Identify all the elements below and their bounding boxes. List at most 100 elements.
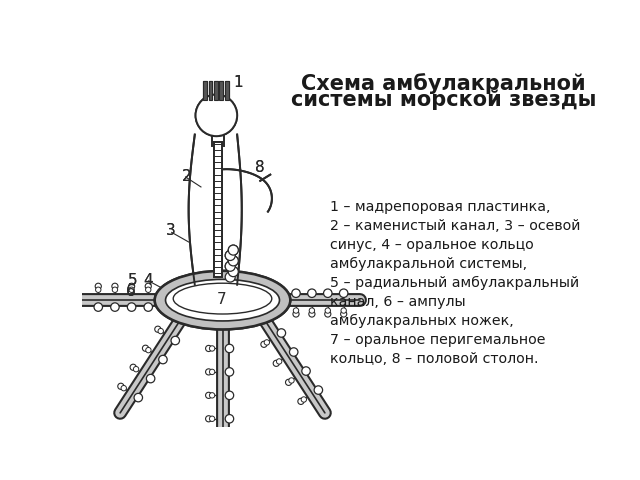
Bar bbox=[220, 81, 223, 100]
Ellipse shape bbox=[155, 271, 291, 329]
Circle shape bbox=[225, 272, 236, 282]
Circle shape bbox=[209, 346, 215, 351]
Ellipse shape bbox=[173, 283, 272, 314]
Circle shape bbox=[130, 364, 136, 371]
Circle shape bbox=[285, 379, 292, 385]
Circle shape bbox=[340, 311, 347, 317]
Circle shape bbox=[277, 329, 285, 337]
Ellipse shape bbox=[155, 271, 291, 329]
Circle shape bbox=[118, 383, 124, 389]
Circle shape bbox=[302, 367, 310, 375]
Text: 7: 7 bbox=[216, 292, 226, 307]
Circle shape bbox=[339, 289, 348, 298]
Circle shape bbox=[324, 311, 331, 317]
Text: 5: 5 bbox=[128, 273, 138, 288]
Circle shape bbox=[143, 345, 148, 351]
Bar bbox=[214, 142, 222, 277]
Circle shape bbox=[228, 267, 238, 276]
Circle shape bbox=[129, 287, 134, 292]
Circle shape bbox=[228, 256, 238, 266]
Ellipse shape bbox=[173, 283, 272, 314]
Bar bbox=[214, 81, 218, 100]
Bar bbox=[220, 81, 223, 100]
Text: 6: 6 bbox=[125, 284, 135, 300]
Circle shape bbox=[264, 340, 269, 345]
Circle shape bbox=[158, 328, 163, 334]
Circle shape bbox=[289, 348, 298, 356]
Text: 1: 1 bbox=[234, 75, 243, 90]
Text: 8: 8 bbox=[255, 159, 264, 175]
Circle shape bbox=[145, 287, 151, 292]
Circle shape bbox=[134, 394, 143, 402]
Ellipse shape bbox=[166, 279, 280, 321]
Text: 6: 6 bbox=[125, 284, 135, 300]
Text: системы морской звезды: системы морской звезды bbox=[291, 90, 596, 110]
Bar bbox=[209, 81, 212, 100]
Text: 2: 2 bbox=[182, 169, 191, 184]
Circle shape bbox=[146, 348, 151, 353]
Bar bbox=[204, 81, 207, 100]
Circle shape bbox=[301, 397, 307, 402]
Circle shape bbox=[196, 95, 237, 136]
Circle shape bbox=[111, 303, 119, 312]
Circle shape bbox=[228, 245, 238, 255]
Circle shape bbox=[314, 386, 323, 394]
Text: 1: 1 bbox=[234, 75, 243, 90]
Bar bbox=[225, 81, 228, 100]
Circle shape bbox=[155, 326, 161, 332]
Circle shape bbox=[292, 289, 300, 298]
Circle shape bbox=[225, 344, 234, 353]
Circle shape bbox=[95, 287, 101, 292]
Circle shape bbox=[112, 283, 118, 289]
Circle shape bbox=[205, 369, 212, 375]
Circle shape bbox=[308, 289, 316, 298]
Circle shape bbox=[225, 415, 234, 423]
Circle shape bbox=[121, 385, 127, 391]
Text: 1 – мадрепоровая пластинка,
2 – каменистый канал, 3 – осевой
синус, 4 – оральное: 1 – мадрепоровая пластинка, 2 – каменист… bbox=[330, 200, 580, 366]
Circle shape bbox=[196, 95, 237, 136]
Circle shape bbox=[205, 416, 212, 422]
Circle shape bbox=[95, 283, 101, 289]
Circle shape bbox=[129, 283, 134, 289]
Circle shape bbox=[309, 311, 315, 317]
Text: 7: 7 bbox=[216, 292, 226, 307]
Circle shape bbox=[289, 378, 294, 383]
Circle shape bbox=[209, 393, 215, 398]
Bar bbox=[204, 81, 207, 100]
Circle shape bbox=[225, 251, 236, 261]
Circle shape bbox=[209, 369, 215, 374]
Circle shape bbox=[147, 374, 155, 383]
Circle shape bbox=[228, 267, 238, 276]
Circle shape bbox=[171, 336, 179, 345]
Bar bbox=[209, 81, 212, 100]
Bar bbox=[214, 142, 222, 277]
Text: Схема амбулакральной: Схема амбулакральной bbox=[301, 73, 586, 94]
Circle shape bbox=[309, 308, 315, 313]
Text: 4: 4 bbox=[143, 273, 153, 288]
Circle shape bbox=[159, 355, 167, 364]
Text: 8: 8 bbox=[255, 159, 264, 175]
Circle shape bbox=[112, 287, 118, 292]
Circle shape bbox=[209, 416, 215, 421]
Circle shape bbox=[293, 308, 299, 313]
Circle shape bbox=[127, 303, 136, 312]
Circle shape bbox=[225, 261, 236, 271]
Text: 3: 3 bbox=[166, 223, 176, 238]
Bar bbox=[214, 81, 218, 100]
Circle shape bbox=[94, 303, 102, 312]
Circle shape bbox=[293, 311, 299, 317]
Circle shape bbox=[205, 346, 212, 351]
Circle shape bbox=[225, 391, 234, 399]
Circle shape bbox=[133, 366, 139, 372]
Circle shape bbox=[228, 245, 238, 255]
Circle shape bbox=[341, 308, 346, 313]
Text: 4: 4 bbox=[143, 273, 153, 288]
Circle shape bbox=[276, 359, 282, 364]
Circle shape bbox=[273, 360, 279, 366]
Circle shape bbox=[225, 368, 234, 376]
Circle shape bbox=[261, 341, 267, 348]
Circle shape bbox=[144, 303, 152, 312]
Circle shape bbox=[145, 283, 151, 289]
Circle shape bbox=[225, 251, 236, 261]
Circle shape bbox=[325, 308, 330, 313]
